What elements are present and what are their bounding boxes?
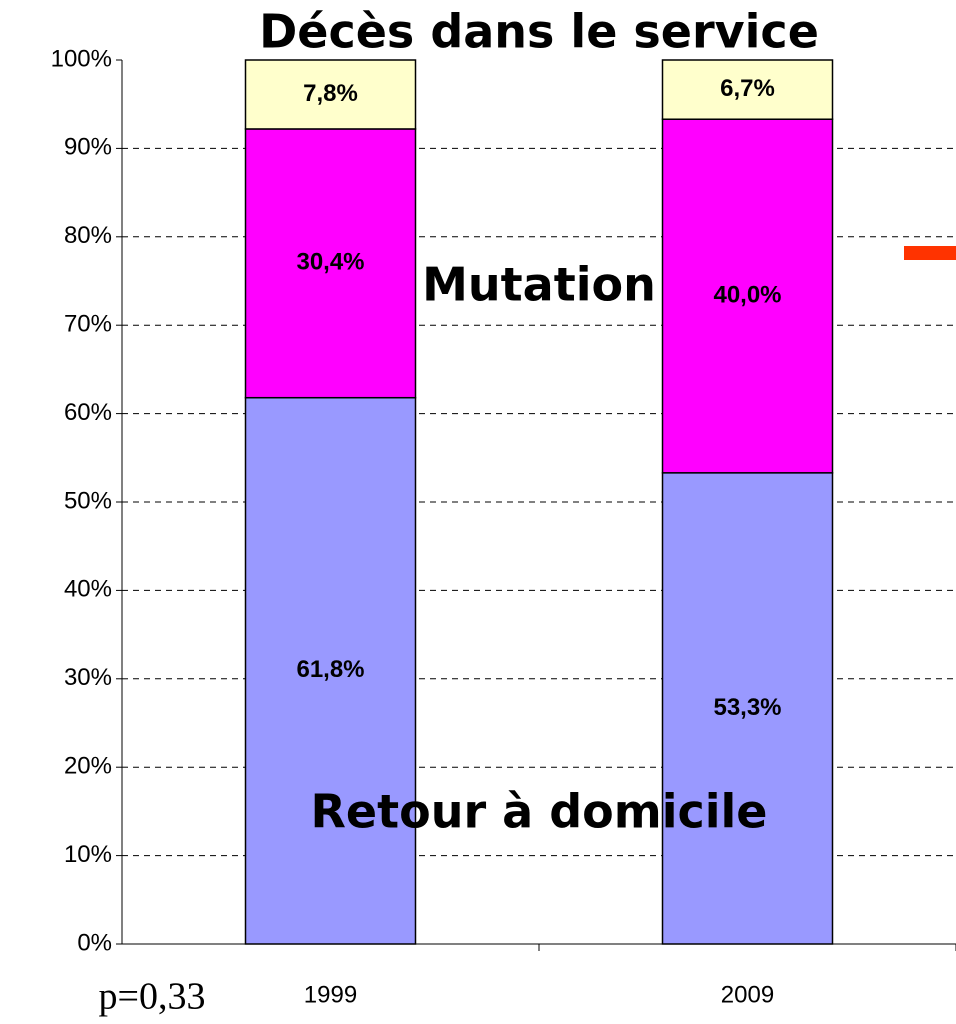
y-tick-label: 40% — [64, 576, 112, 603]
value-label: 53,3% — [713, 694, 781, 721]
y-tick-label: 0% — [77, 929, 112, 956]
x-tick-label: 1999 — [304, 981, 357, 1008]
y-tick-label: 20% — [64, 753, 112, 780]
x-tick-label: 2009 — [721, 981, 774, 1008]
y-tick-label: 80% — [64, 222, 112, 249]
series-name: Retour à domicile — [311, 785, 768, 839]
annotation: p=0,33 — [99, 976, 206, 1018]
bar-segment — [244, 59, 417, 130]
value-label: 61,8% — [296, 656, 364, 683]
y-tick-label: 70% — [64, 311, 112, 338]
bar-segment — [244, 396, 417, 945]
value-label: 7,8% — [303, 80, 358, 107]
bar-segment — [661, 59, 834, 120]
value-label: 30,4% — [296, 249, 364, 276]
y-tick-label: 30% — [64, 664, 112, 691]
y-tick-label: 50% — [64, 487, 112, 514]
bar-segment — [661, 118, 834, 474]
y-tick-label: 90% — [64, 134, 112, 161]
series-name: Mutation — [422, 258, 656, 312]
value-label: 40,0% — [713, 281, 781, 308]
value-label: 6,7% — [720, 75, 775, 102]
series-name: Décès dans le service — [259, 5, 819, 59]
decoration — [904, 246, 956, 260]
y-tick-label: 100% — [51, 45, 112, 72]
y-tick-label: 10% — [64, 841, 112, 868]
bar-segment — [661, 472, 834, 945]
bar-segment — [244, 128, 417, 399]
y-tick-label: 60% — [64, 399, 112, 426]
